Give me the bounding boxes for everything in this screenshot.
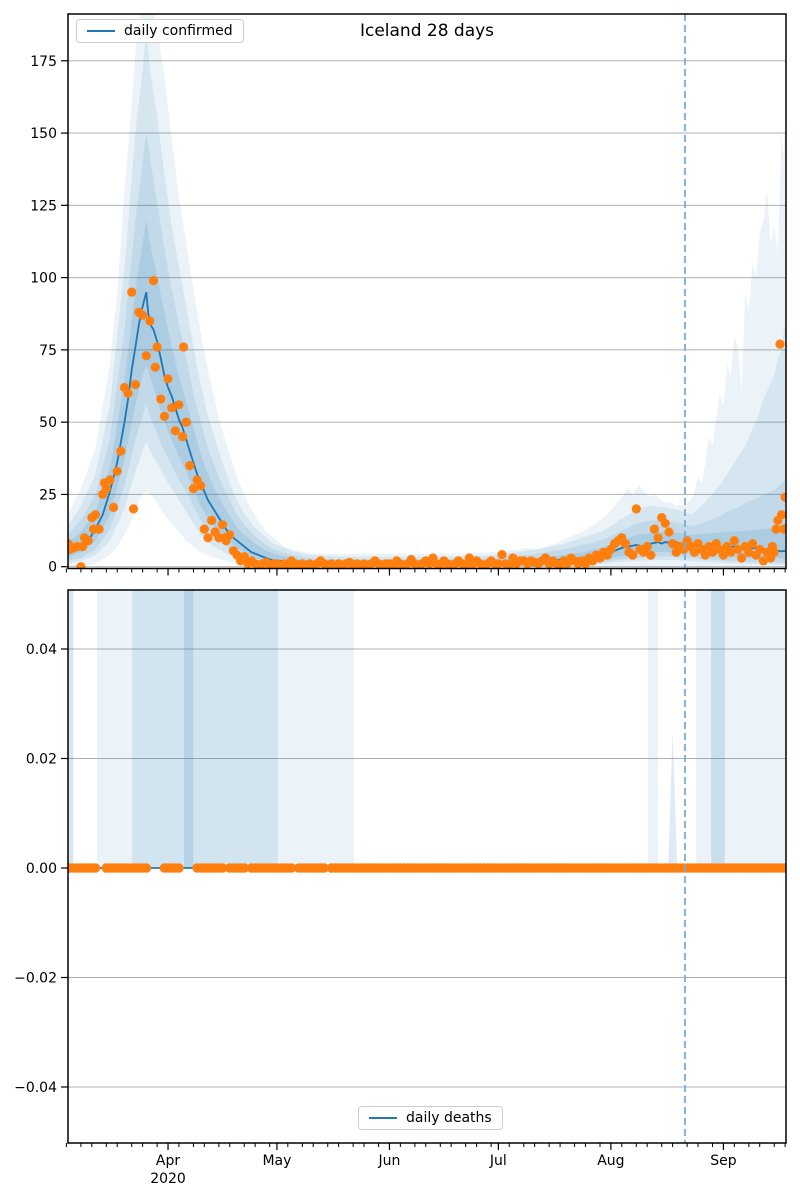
y-tick-label: 0.00 [26,861,57,877]
x-tick-label: Jul [489,1153,507,1169]
confirmed-uncertainty-band-2 [68,133,786,567]
y-tick-label: 175 [30,54,57,70]
deaths-band-spike [668,731,678,868]
deaths-daily-dots [68,863,786,873]
legend-daily-confirmed-label: daily confirmed [124,23,233,39]
deaths-uncertainty-band-0 [68,590,74,868]
confirmed-uncertainty-band-0 [68,14,786,567]
y-tick-label: 75 [39,343,57,359]
legend-daily-deaths: daily deaths [358,1106,503,1130]
y-tick-label: 25 [39,487,57,503]
x-tick-label: May [262,1153,291,1169]
confirmed-daily-dots [68,275,786,569]
deaths-line-sample-icon [369,1117,397,1119]
y-axis-ticks: 0 25 50 75 100 125 150 175 [30,54,68,576]
x-tick-label: Sep [710,1153,737,1169]
x-tick-label: Jun [378,1153,401,1169]
x-tick-label: Apr [156,1153,180,1169]
x-axis-ticks [65,568,786,576]
deaths-uncertainty-band-6 [647,590,659,868]
y-tick-label: 0.02 [26,752,57,768]
deaths-uncertainty-band-2 [132,590,184,868]
y-tick-label: 0 [48,560,57,576]
chart-title: Iceland 28 days [359,21,495,41]
deaths-uncertainty-band-3 [184,590,194,868]
y-tick-label: −0.02 [14,971,57,987]
y-tick-label: 125 [30,198,57,214]
confirmed-uncertainty-band-1 [68,31,786,567]
axes-frame [67,589,787,1144]
legend-daily-deaths-label: daily deaths [406,1110,492,1126]
y-tick-label: 0.04 [26,642,57,658]
deaths-uncertainty-band-4 [193,590,278,868]
y-tick-label: 100 [30,271,57,287]
x-axis-ticks: Apr 2020 May Jun Jul Aug Sep [65,1143,786,1187]
deaths-uncertainty-band-7 [696,590,786,868]
y-tick-label: 50 [39,415,57,431]
legend-daily-confirmed: daily confirmed [76,19,244,43]
y-tick-label: 150 [30,126,57,142]
deaths-uncertainty-band-5 [278,590,354,868]
deaths-uncertainty-band-8 [711,590,725,868]
deaths-uncertainty-band-1 [96,590,133,868]
confirmed-plot-area [68,14,786,569]
x-tick-label: Aug [597,1153,624,1169]
deaths-plot-area [68,590,786,873]
y-tick-label: −0.04 [14,1080,57,1096]
x-tick-year-label: 2020 [150,1171,186,1187]
axes-frame [67,13,787,570]
confirmed-line-sample-icon [87,30,115,32]
y-axis-ticks: 0.04 0.02 0.00 −0.02 −0.04 [14,642,68,1096]
